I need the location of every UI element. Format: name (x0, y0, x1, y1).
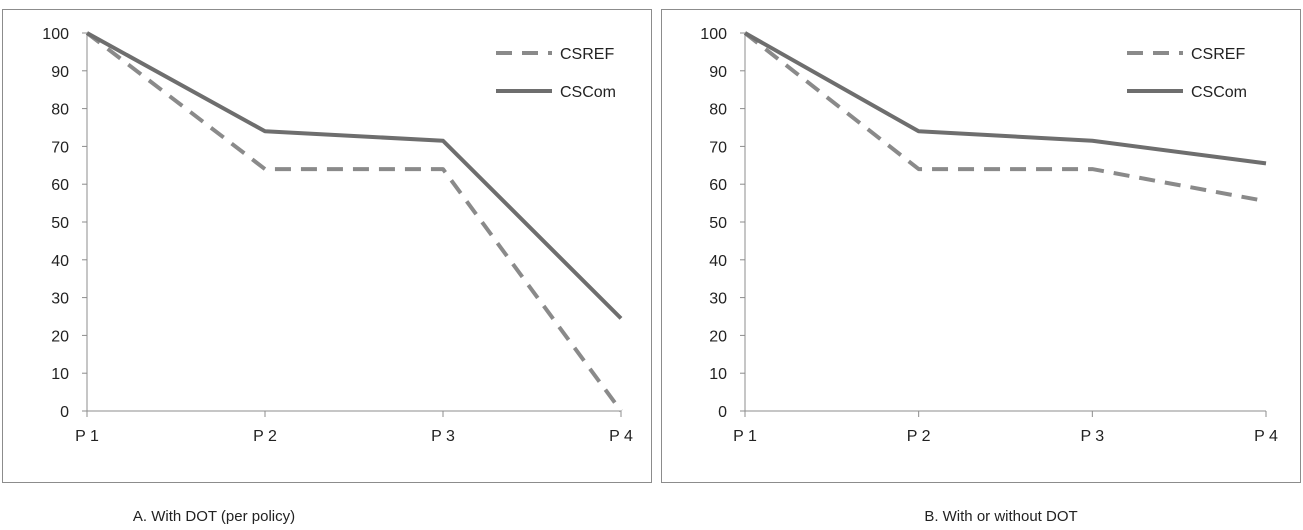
chart-a-y-tick-label: 40 (51, 253, 69, 270)
chart-b-series-cscom-line (744, 31, 1267, 166)
chart-b-y-tick-label: 30 (709, 291, 727, 308)
chart-b-y-tick-label: 10 (709, 366, 727, 383)
chart-a-series-csref-line (85, 31, 623, 413)
chart-b-y-tick-label: 20 (709, 328, 727, 345)
chart-b-y-tick-label: 100 (700, 26, 727, 43)
chart-a-y-tick-label: 30 (51, 291, 69, 308)
chart-a-x-tick-label: P 1 (75, 428, 99, 445)
chart-b-y-tick-label: 60 (709, 177, 727, 194)
chart-a-y-tick-label: 100 (42, 26, 69, 43)
chart-a-series-cscom-line (86, 31, 623, 320)
chart-a-legend-cscom-label: CSCom (560, 84, 616, 101)
chart-b-y-tick-label: 0 (718, 404, 727, 421)
chart-a-x-tick-label: P 2 (253, 428, 277, 445)
chart-a-y-tick-label: 0 (60, 404, 69, 421)
line-chart-b: 0 10 20 30 40 50 60 70 80 90 100 P 1 P 2 P 3 P 4 CSREF C… (700, 26, 1278, 445)
line-chart-a: 0 10 20 30 40 50 60 70 80 90 100 P 1 P 2 P 3 P 4 CSREF C… (42, 26, 633, 445)
chart-a-y-tick-label: 50 (51, 215, 69, 232)
chart-b-x-tick-label: P 2 (907, 428, 931, 445)
chart-b-y-tick-label: 50 (709, 215, 727, 232)
chart-a-legend-csref-label: CSREF (560, 46, 614, 63)
chart-a-y-tick-label: 70 (51, 139, 69, 156)
chart-panel-b: 0 10 20 30 40 50 60 70 80 90 100 P 1 P 2 P 3 P 4 CSREF C… (661, 9, 1301, 483)
chart-caption-a: A. With DOT (per policy) (132, 508, 296, 525)
chart-b-y-tick-label: 40 (709, 253, 727, 270)
chart-a-y-tick-label: 90 (51, 64, 69, 81)
chart-b-y-tick-label: 90 (709, 64, 727, 81)
chart-a-y-tick-label: 10 (51, 366, 69, 383)
chart-b-y-tick-label: 70 (709, 139, 727, 156)
chart-a-x-tick-label: P 4 (609, 428, 633, 445)
chart-a-x-tick-label: P 3 (431, 428, 455, 445)
chart-panel-a: 0 10 20 30 40 50 60 70 80 90 100 P 1 P 2 P 3 P 4 CSREF C… (2, 9, 652, 483)
chart-a-y-tick-label: 20 (51, 328, 69, 345)
chart-b-x-tick-label: P 1 (733, 428, 757, 445)
chart-b-legend-cscom-label: CSCom (1191, 84, 1247, 101)
chart-caption-b: B. With or without DOT (924, 508, 1078, 525)
chart-a-y-tick-label: 60 (51, 177, 69, 194)
chart-b-series-csref-line (743, 31, 1267, 204)
chart-b-legend-csref-label: CSREF (1191, 46, 1245, 63)
chart-a-y-tick-label: 80 (51, 102, 69, 119)
chart-b-x-tick-label: P 4 (1254, 428, 1278, 445)
chart-b-y-tick-label: 80 (709, 102, 727, 119)
chart-b-x-tick-label: P 3 (1080, 428, 1104, 445)
